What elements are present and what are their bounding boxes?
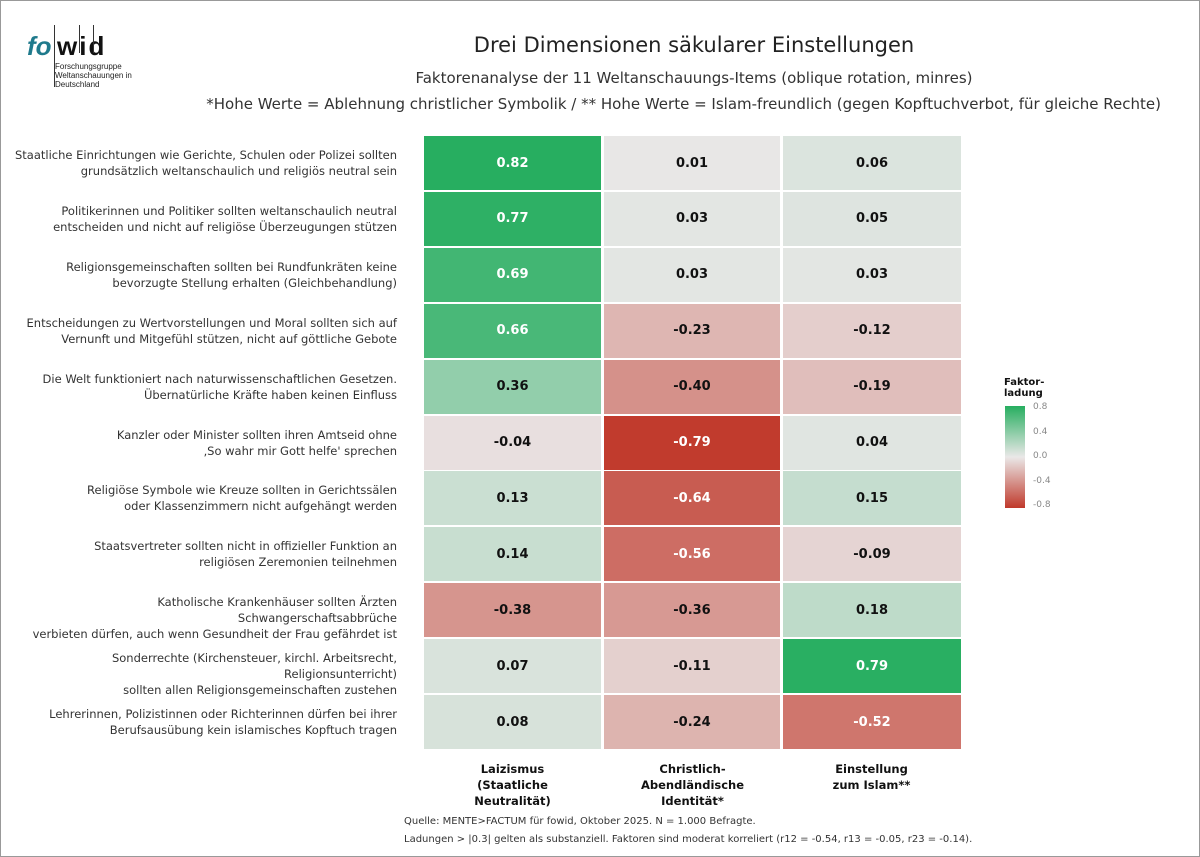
heatmap-cell: -0.79 bbox=[604, 415, 780, 470]
heatmap-cell: -0.56 bbox=[604, 527, 780, 582]
heatmap-cell: -0.19 bbox=[783, 359, 961, 414]
heatmap-cell: -0.52 bbox=[783, 695, 961, 749]
row-label: Religionsgemeinschaften sollten bei Rund… bbox=[66, 259, 397, 290]
row-label: Lehrerinnen, Polizistinnen oder Richteri… bbox=[49, 707, 397, 737]
heatmap-cell: 0.15 bbox=[783, 471, 961, 526]
row-label: Katholische Krankenhäuser sollten Ärzten… bbox=[32, 595, 397, 642]
row-label: Staatliche Einrichtungen wie Gerichte, S… bbox=[15, 148, 397, 178]
chart-subtitle: Faktorenanalyse der 11 Weltanschauungs-I… bbox=[415, 69, 973, 87]
logo-tagline: Forschungsgruppe Weltanschauungen in Deu… bbox=[55, 62, 132, 89]
heatmap-cell: 0.05 bbox=[783, 191, 961, 246]
heatmap-cell: -0.04 bbox=[424, 415, 601, 470]
heatmap-cell: 0.03 bbox=[783, 247, 961, 302]
heatmap-cell: 0.82 bbox=[424, 136, 601, 190]
legend-tick: 0.4 bbox=[1033, 426, 1048, 437]
heatmap-cell: 0.07 bbox=[424, 639, 601, 694]
heatmap-cell: 0.04 bbox=[783, 415, 961, 470]
heatmap-cell: -0.64 bbox=[604, 471, 780, 526]
row-label: Staatsvertreter sollten nicht in offizie… bbox=[94, 539, 397, 570]
legend-tick: -0.4 bbox=[1033, 475, 1051, 486]
logo-fo: fo bbox=[27, 31, 52, 61]
legend-colorbar bbox=[1005, 406, 1025, 508]
column-header: Christlich- Abendländische Identität* bbox=[640, 762, 745, 808]
heatmap-cell: -0.36 bbox=[604, 583, 780, 638]
row-label: Kanzler oder Minister sollten ihren Amts… bbox=[116, 427, 397, 458]
heatmap-cell: -0.38 bbox=[424, 583, 601, 638]
heatmap-cell: 0.03 bbox=[604, 191, 780, 246]
heatmap-cell: 0.66 bbox=[424, 303, 601, 358]
heatmap-cell: -0.23 bbox=[604, 303, 780, 358]
legend-title: Faktor- ladung bbox=[1004, 377, 1045, 399]
heatmap-cell: -0.40 bbox=[604, 359, 780, 414]
legend-tick: -0.8 bbox=[1033, 500, 1051, 510]
footer-note: Ladungen > |0.3| gelten als substanziell… bbox=[404, 834, 973, 845]
row-label: Religiöse Symbole wie Kreuze sollten in … bbox=[87, 483, 397, 514]
footer-source: Quelle: MENTE>FACTUM für fowid, Oktober … bbox=[404, 816, 756, 827]
heatmap-cell: 0.06 bbox=[783, 136, 961, 190]
row-label: Entscheidungen zu Wertvorstellungen und … bbox=[26, 315, 397, 346]
heatmap-cell: 0.13 bbox=[424, 471, 601, 526]
heatmap-cell: 0.69 bbox=[424, 247, 601, 302]
legend-tick: 0.0 bbox=[1033, 451, 1048, 461]
heatmap-cell: 0.79 bbox=[783, 639, 961, 694]
heatmap-cell: 0.36 bbox=[424, 359, 601, 414]
logo-wid: wid bbox=[57, 31, 107, 61]
heatmap-cell: 0.01 bbox=[604, 136, 780, 190]
row-label: Politikerinnen und Politiker sollten wel… bbox=[53, 203, 397, 234]
heatmap-cell: -0.24 bbox=[604, 695, 780, 749]
row-label: Die Welt funktioniert nach naturwissensc… bbox=[42, 371, 397, 402]
row-label: Sonderrechte (Kirchensteuer, kirchl. Arb… bbox=[111, 651, 397, 698]
heatmap-cell: 0.77 bbox=[424, 191, 601, 246]
heatmap-cell: 0.03 bbox=[604, 247, 780, 302]
chart-note: *Hohe Werte = Ablehnung christlicher Sym… bbox=[206, 95, 1161, 113]
heatmap-cell: -0.12 bbox=[783, 303, 961, 358]
heatmap-cell: 0.18 bbox=[783, 583, 961, 638]
column-header: Laizismus (Staatliche Neutralität) bbox=[474, 762, 551, 808]
heatmap-cell: -0.11 bbox=[604, 639, 780, 694]
chart-title: Drei Dimensionen säkularer Einstellungen bbox=[473, 33, 915, 57]
column-header: Einstellung zum Islam** bbox=[832, 762, 911, 792]
heatmap-cell: 0.08 bbox=[424, 695, 601, 749]
heatmap-cell: 0.14 bbox=[424, 527, 601, 582]
legend-tick: 0.8 bbox=[1033, 402, 1048, 412]
heatmap-cell: -0.09 bbox=[783, 527, 961, 582]
